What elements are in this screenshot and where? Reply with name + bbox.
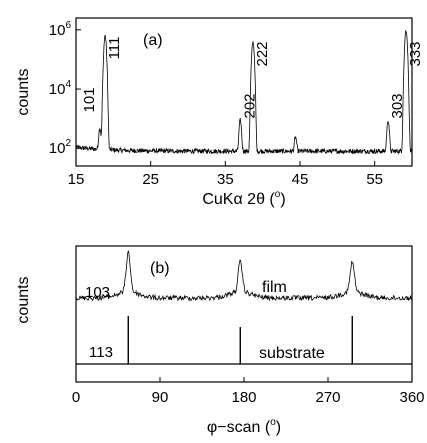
panel-b-x-tick-label: 0 bbox=[72, 389, 80, 406]
series-substrate-label: substrate bbox=[259, 345, 325, 362]
panel-b-x-ticks: 0 90 180 270 360 bbox=[72, 377, 425, 406]
peak-label-222: 222 bbox=[254, 41, 271, 66]
series-film-peak-label: 103 bbox=[85, 284, 110, 301]
panel-a-x-tick-label: 15 bbox=[68, 171, 85, 188]
panel-a-x-axis-label: CuKα 2θ (o) bbox=[202, 189, 285, 208]
peak-label-202: 202 bbox=[241, 93, 258, 118]
panel-a-y-axis-label: counts bbox=[15, 68, 32, 115]
series-substrate-peak-label: 113 bbox=[89, 344, 113, 361]
panel-a-x-tick-label: 45 bbox=[292, 171, 309, 188]
panel-b-phi-scan: 0 90 180 270 360 (b) film 103 substrate 113 … bbox=[15, 245, 425, 436]
panel-b-y-axis-label: counts bbox=[15, 276, 32, 323]
panel-b-x-axis-label: φ−scan (o) bbox=[207, 417, 281, 436]
panel-b-x-tick-label: 90 bbox=[152, 389, 169, 406]
series-film-trace bbox=[75, 250, 413, 302]
peak-label-101: 101 bbox=[81, 87, 98, 112]
panel-a-frame bbox=[75, 17, 413, 167]
panel-a-y-tick-label: 102 bbox=[49, 138, 72, 157]
panel-a-x-tick-label: 25 bbox=[142, 171, 159, 188]
panel-a-x-tick-label: 35 bbox=[217, 171, 234, 188]
peak-label-333: 333 bbox=[407, 41, 424, 66]
panel-a-peak-labels: 101 111 202 222 303 333 bbox=[81, 37, 424, 119]
panel-a-x-tick-label: 55 bbox=[366, 171, 383, 188]
panel-a-diffraction-trace bbox=[75, 30, 413, 155]
peak-label-303: 303 bbox=[389, 93, 406, 118]
panel-a-y-ticks: 102 104 106 bbox=[49, 20, 81, 157]
peak-label-111: 111 bbox=[106, 37, 123, 60]
panel-a-y-tick-label: 104 bbox=[49, 79, 72, 98]
panel-b-label: (b) bbox=[150, 260, 170, 277]
series-substrate-peaks bbox=[127, 316, 353, 364]
panel-b-x-tick-label: 270 bbox=[315, 389, 340, 406]
panel-a-x-ticks: 15 25 35 45 55 bbox=[68, 161, 383, 188]
panel-b-x-tick-label: 360 bbox=[399, 389, 424, 406]
panel-a-y-tick-label: 106 bbox=[49, 20, 72, 39]
panel-a-label: (a) bbox=[143, 32, 163, 49]
series-film-label: film bbox=[262, 279, 287, 296]
panel-b-x-tick-label: 180 bbox=[231, 389, 256, 406]
